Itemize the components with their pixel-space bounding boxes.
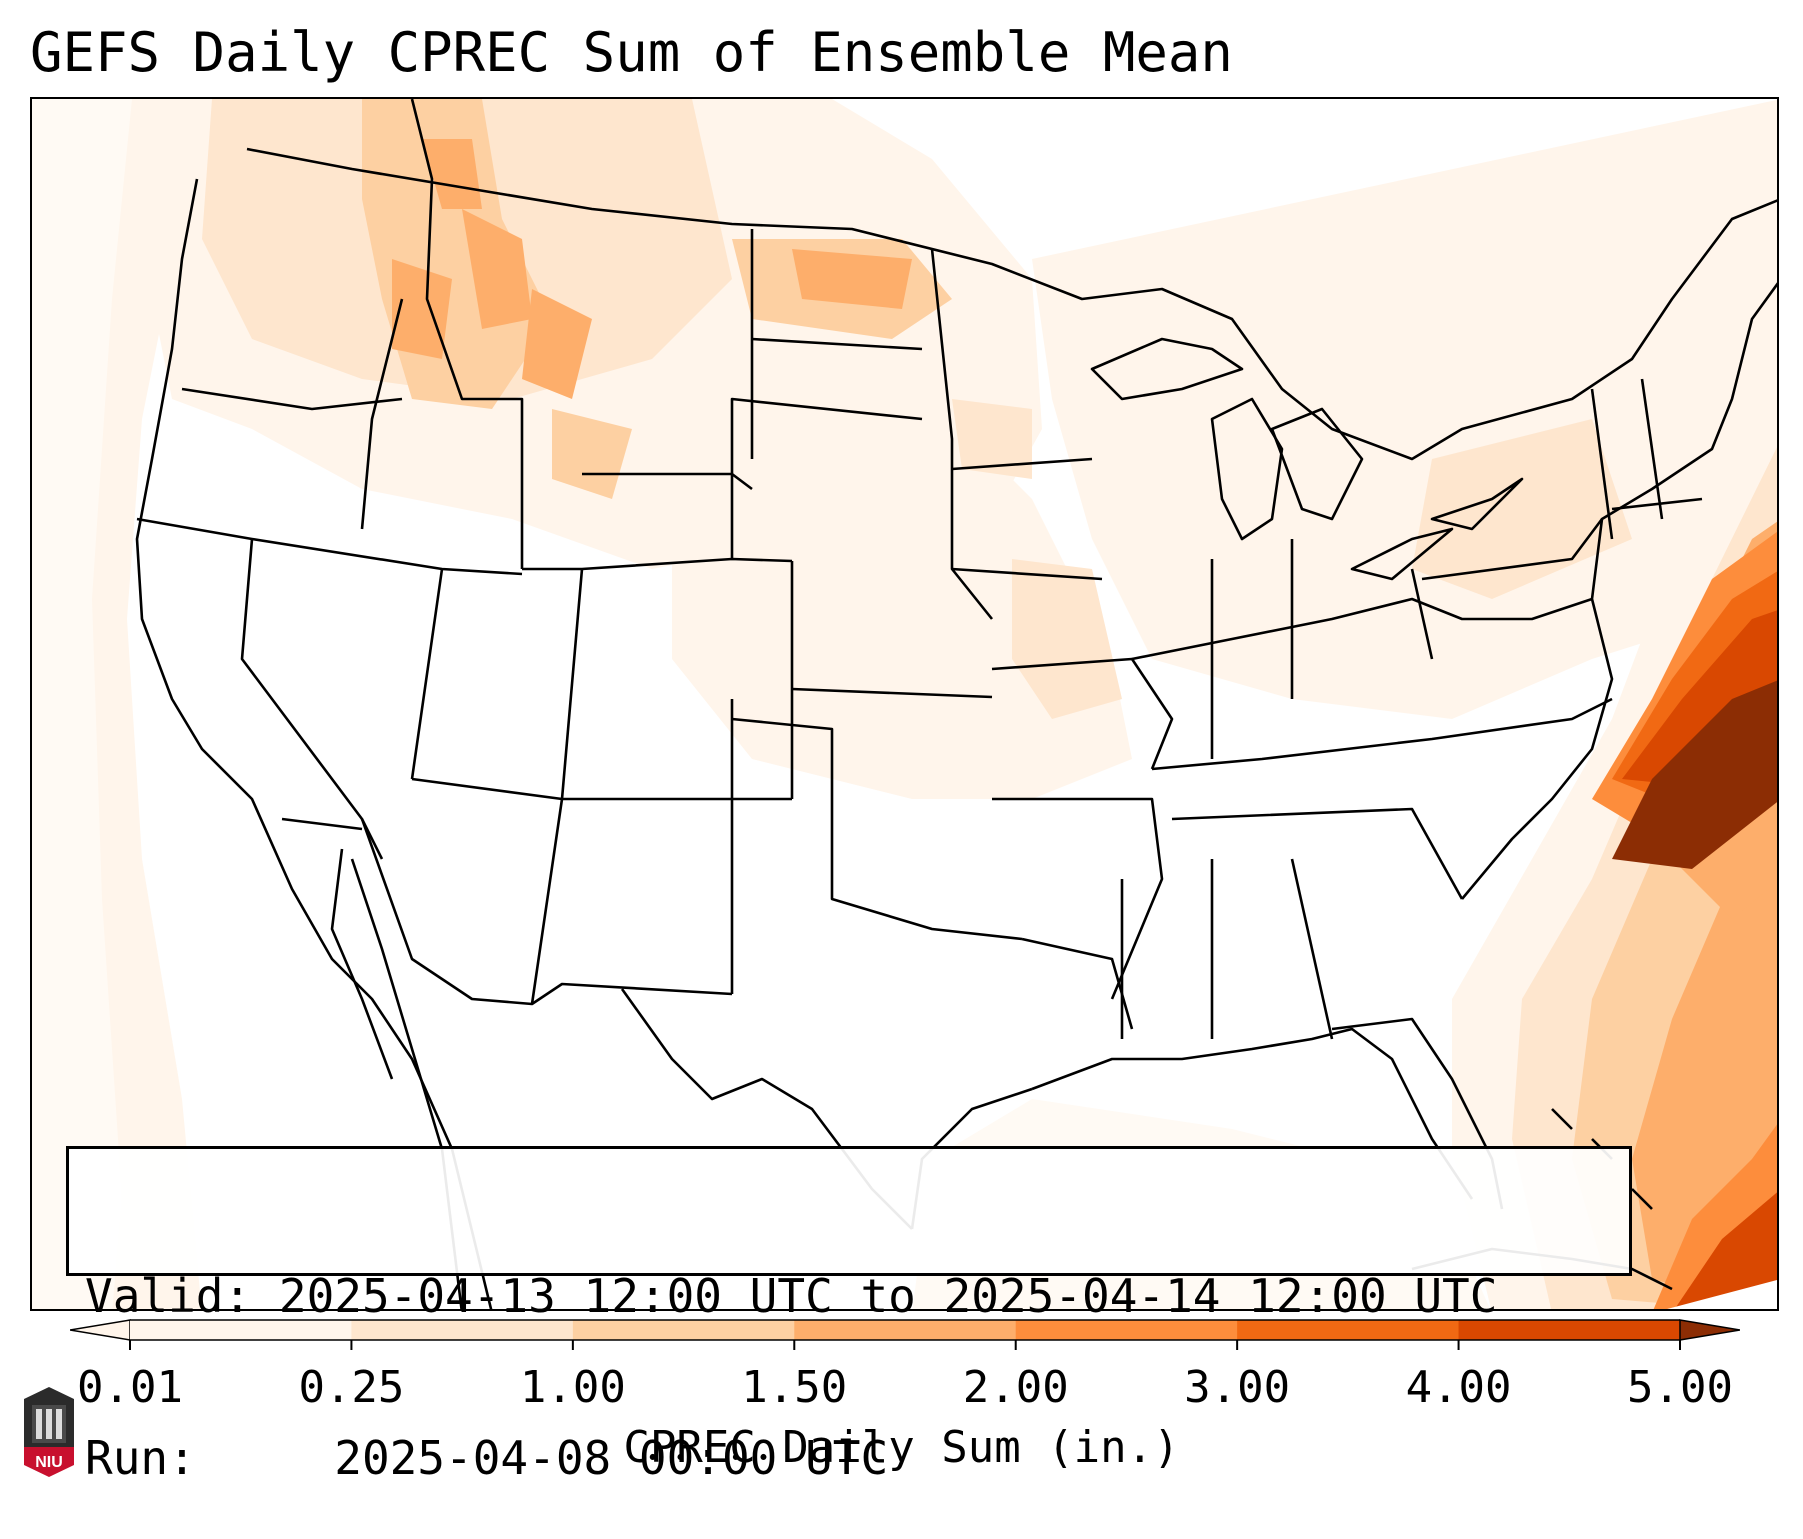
run-row: Run: 2025-04-08 00:00 UTC xyxy=(85,1431,1629,1485)
colorbar-tick-label: 1.50 xyxy=(741,1362,848,1413)
colorbar-tick-labels: 0.01 0.25 1.00 1.50 2.00 3.00 4.00 5.00 xyxy=(0,1362,1803,1418)
colorbar xyxy=(69,1312,1741,1362)
colorbar-tick-label: 5.00 xyxy=(1627,1362,1733,1413)
precipitation-map xyxy=(32,99,1777,1309)
colorbar-extend-low xyxy=(69,1319,131,1341)
colorbar-axis-label: CPREC Daily Sum (in.) xyxy=(623,1422,1180,1473)
colorbar-segment xyxy=(1015,1320,1238,1340)
valid-time-range: 2025-04-13 12:00 UTC to 2025-04-14 12:00… xyxy=(278,1269,1498,1323)
colorbar-tick-label: 4.00 xyxy=(1405,1362,1512,1413)
validity-info-box: Valid: 2025-04-13 12:00 UTC to 2025-04-1… xyxy=(66,1146,1632,1485)
run-label: Run: xyxy=(85,1431,196,1485)
colorbar-segment xyxy=(351,1320,574,1340)
colorbar-tick-label: 2.00 xyxy=(962,1362,1069,1413)
colorbar-segment xyxy=(794,1320,1017,1340)
colorbar-segment xyxy=(130,1320,352,1340)
colorbar-tick-label: 1.00 xyxy=(519,1362,626,1413)
logo-text: NIU xyxy=(35,1454,63,1471)
niu-logo-icon: NIU xyxy=(20,1385,78,1481)
colorbar-tick-label: 0.01 xyxy=(77,1362,183,1413)
precip-shading xyxy=(32,99,1777,1309)
colorbar-extend-high xyxy=(1679,1319,1741,1341)
page-title: GEFS Daily CPREC Sum of Ensemble Mean xyxy=(30,21,1233,84)
colorbar-segment xyxy=(572,1320,795,1340)
run-time: 2025-04-08 00:00 UTC xyxy=(334,1431,889,1485)
state-borders xyxy=(135,99,1777,1309)
projection-edge xyxy=(1667,1280,1777,1309)
map-panel xyxy=(30,97,1779,1311)
colorbar-tick-label: 0.25 xyxy=(298,1362,405,1413)
colorbar-svg xyxy=(69,1319,1741,1350)
colorbar-segment xyxy=(1458,1320,1681,1340)
colorbar-tick-label: 3.00 xyxy=(1184,1362,1291,1413)
colorbar-segment xyxy=(1237,1320,1460,1340)
valid-row: Valid: 2025-04-13 12:00 UTC to 2025-04-1… xyxy=(85,1269,1629,1323)
valid-label: Valid: xyxy=(85,1269,252,1323)
